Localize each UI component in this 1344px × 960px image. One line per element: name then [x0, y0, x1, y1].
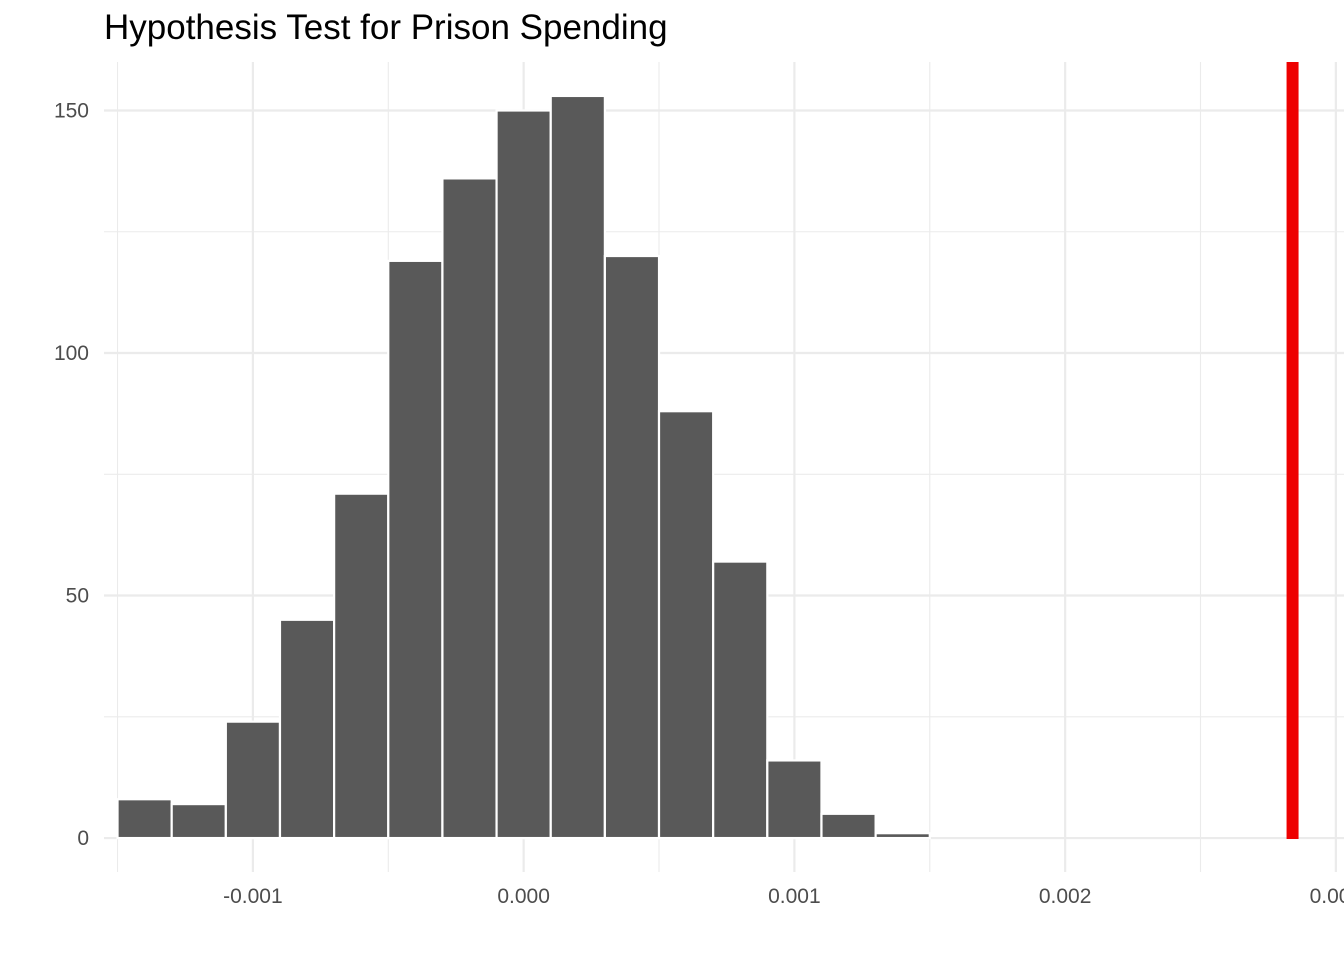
chart-title: Hypothesis Test for Prison Spending — [104, 8, 668, 47]
x-tick-label: 0.001 — [768, 885, 821, 908]
histogram-bar-10 — [603, 254, 661, 840]
histogram-bar-14 — [820, 812, 877, 840]
histogram-bar-13 — [766, 759, 823, 840]
x-tick-label: 0.003 — [1310, 885, 1344, 908]
x-axis-tick-labels: -0.001 0.000 0.001 0.002 0.003 — [223, 885, 1344, 908]
histogram-bars — [116, 94, 931, 840]
y-tick-label: 100 — [54, 342, 89, 365]
y-tick-label: 0 — [77, 827, 89, 850]
y-tick-label: 50 — [66, 585, 89, 608]
histogram-bar-3 — [224, 720, 282, 840]
histogram-bar-6 — [387, 259, 444, 840]
histogram-bar-7 — [441, 177, 498, 840]
histogram-bar-5 — [333, 492, 390, 840]
x-tick-label: 0.002 — [1039, 885, 1092, 908]
histogram-bar-2 — [170, 802, 227, 840]
histogram-bar-8 — [495, 109, 552, 840]
x-tick-label: 0.000 — [497, 885, 550, 908]
histogram-bar-15 — [874, 832, 931, 840]
histogram-bar-12 — [712, 560, 769, 840]
histogram-bar-4 — [278, 618, 336, 840]
y-tick-label: 150 — [54, 100, 89, 123]
y-axis-tick-labels: 0 50 100 150 — [54, 100, 89, 851]
histogram-bar-9 — [549, 94, 606, 840]
x-tick-label: -0.001 — [223, 885, 283, 908]
histogram-bar-11 — [657, 410, 715, 840]
histogram-bar-1 — [116, 798, 173, 840]
